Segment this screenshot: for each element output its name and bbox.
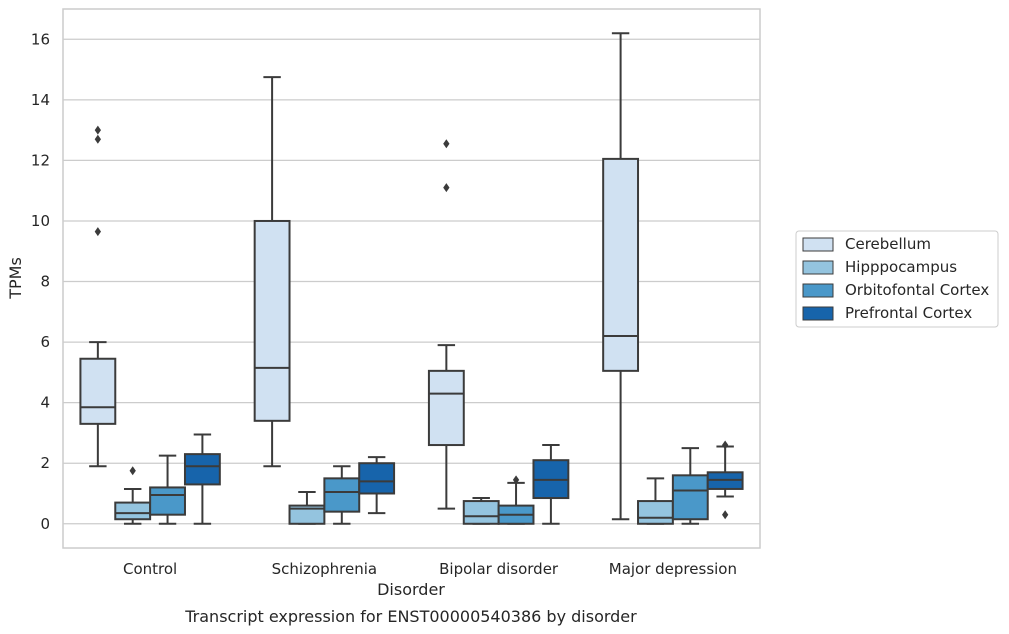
legend-label: Cerebellum <box>845 235 931 253</box>
y-tick-label: 16 <box>31 30 50 48</box>
box-cerebellum-3 <box>602 32 640 521</box>
outlier-point <box>443 139 450 149</box>
x-axis-label: Disorder <box>377 580 445 599</box>
box-body <box>462 500 500 525</box>
x-tick-label: Control <box>123 560 177 578</box>
box-hipppocampus-3 <box>637 477 674 525</box>
box-orbitofontal-cortex-2 <box>497 475 535 525</box>
box-prefrontal-cortex-1 <box>358 456 396 515</box>
box-cerebellum-2 <box>427 139 465 510</box>
outlier-point <box>94 134 101 144</box>
box-plot-series <box>79 32 744 525</box>
box-hipppocampus-1 <box>288 490 326 525</box>
box-cerebellum-1 <box>253 76 291 468</box>
box-body <box>183 453 221 486</box>
legend-frame <box>795 230 999 328</box>
y-tick-label: 2 <box>40 454 50 472</box>
box-body <box>602 157 640 372</box>
y-tick-label: 6 <box>40 333 50 351</box>
box-body <box>79 357 117 425</box>
box-body <box>149 486 186 516</box>
y-axis-label: TPMs <box>6 257 25 300</box>
box-prefrontal-cortex-3 <box>706 440 744 520</box>
x-tick-label: Schizophrenia <box>272 560 377 578</box>
box-orbitofontal-cortex-3 <box>671 447 709 525</box>
box-body <box>323 477 361 513</box>
y-tick-label: 12 <box>31 151 50 169</box>
y-tick-label: 4 <box>40 394 50 412</box>
box-cerebellum-0 <box>79 125 117 468</box>
legend-swatch <box>802 306 834 321</box>
outlier-point <box>722 440 729 450</box>
box-body <box>253 219 291 422</box>
outlier-point <box>94 125 101 135</box>
legend-swatch <box>802 283 834 298</box>
box-body <box>671 474 709 521</box>
box-prefrontal-cortex-2 <box>532 444 570 525</box>
legend-label: Orbitofontal Cortex <box>845 281 989 299</box>
y-tick-label: 14 <box>31 91 50 109</box>
y-tick-label: 0 <box>40 515 50 533</box>
outlier-point <box>443 183 450 193</box>
box-body <box>114 501 152 521</box>
chart-caption: Transcript expression for ENST0000054038… <box>184 607 637 626</box>
outlier-point <box>129 466 136 476</box>
outlier-point <box>94 227 101 237</box>
x-tick-label: Bipolar disorder <box>439 560 559 578</box>
box-body <box>637 500 674 525</box>
outlier-point <box>512 475 520 485</box>
legend-swatch <box>802 237 834 252</box>
box-body <box>358 462 396 495</box>
legend-swatch <box>802 260 834 275</box>
legend: Cerebellum Hipppocampus Orbitofontal Corte… <box>795 230 999 328</box>
plot-frame <box>62 8 761 549</box>
gridlines <box>63 38 760 525</box>
box-body <box>427 369 465 447</box>
y-tick-label: 8 <box>40 273 50 291</box>
y-tick-labels: 0 2 4 6 8 10 12 14 16 <box>31 30 50 532</box>
x-tick-labels: Control Schizophrenia Bipolar disorder Majo… <box>123 560 737 578</box>
box-orbitofontal-cortex-0 <box>149 454 186 525</box>
legend-label: Prefrontal Cortex <box>845 304 972 322</box>
box-orbitofontal-cortex-1 <box>323 465 361 525</box>
outlier-point <box>722 510 729 520</box>
y-tick-label: 10 <box>31 212 50 230</box>
legend-label: Hipppocampus <box>845 258 957 276</box>
box-hipppocampus-2 <box>462 497 500 525</box>
box-body <box>288 504 326 525</box>
x-tick-label: Major depression <box>609 560 737 578</box>
box-prefrontal-cortex-0 <box>183 433 221 525</box>
